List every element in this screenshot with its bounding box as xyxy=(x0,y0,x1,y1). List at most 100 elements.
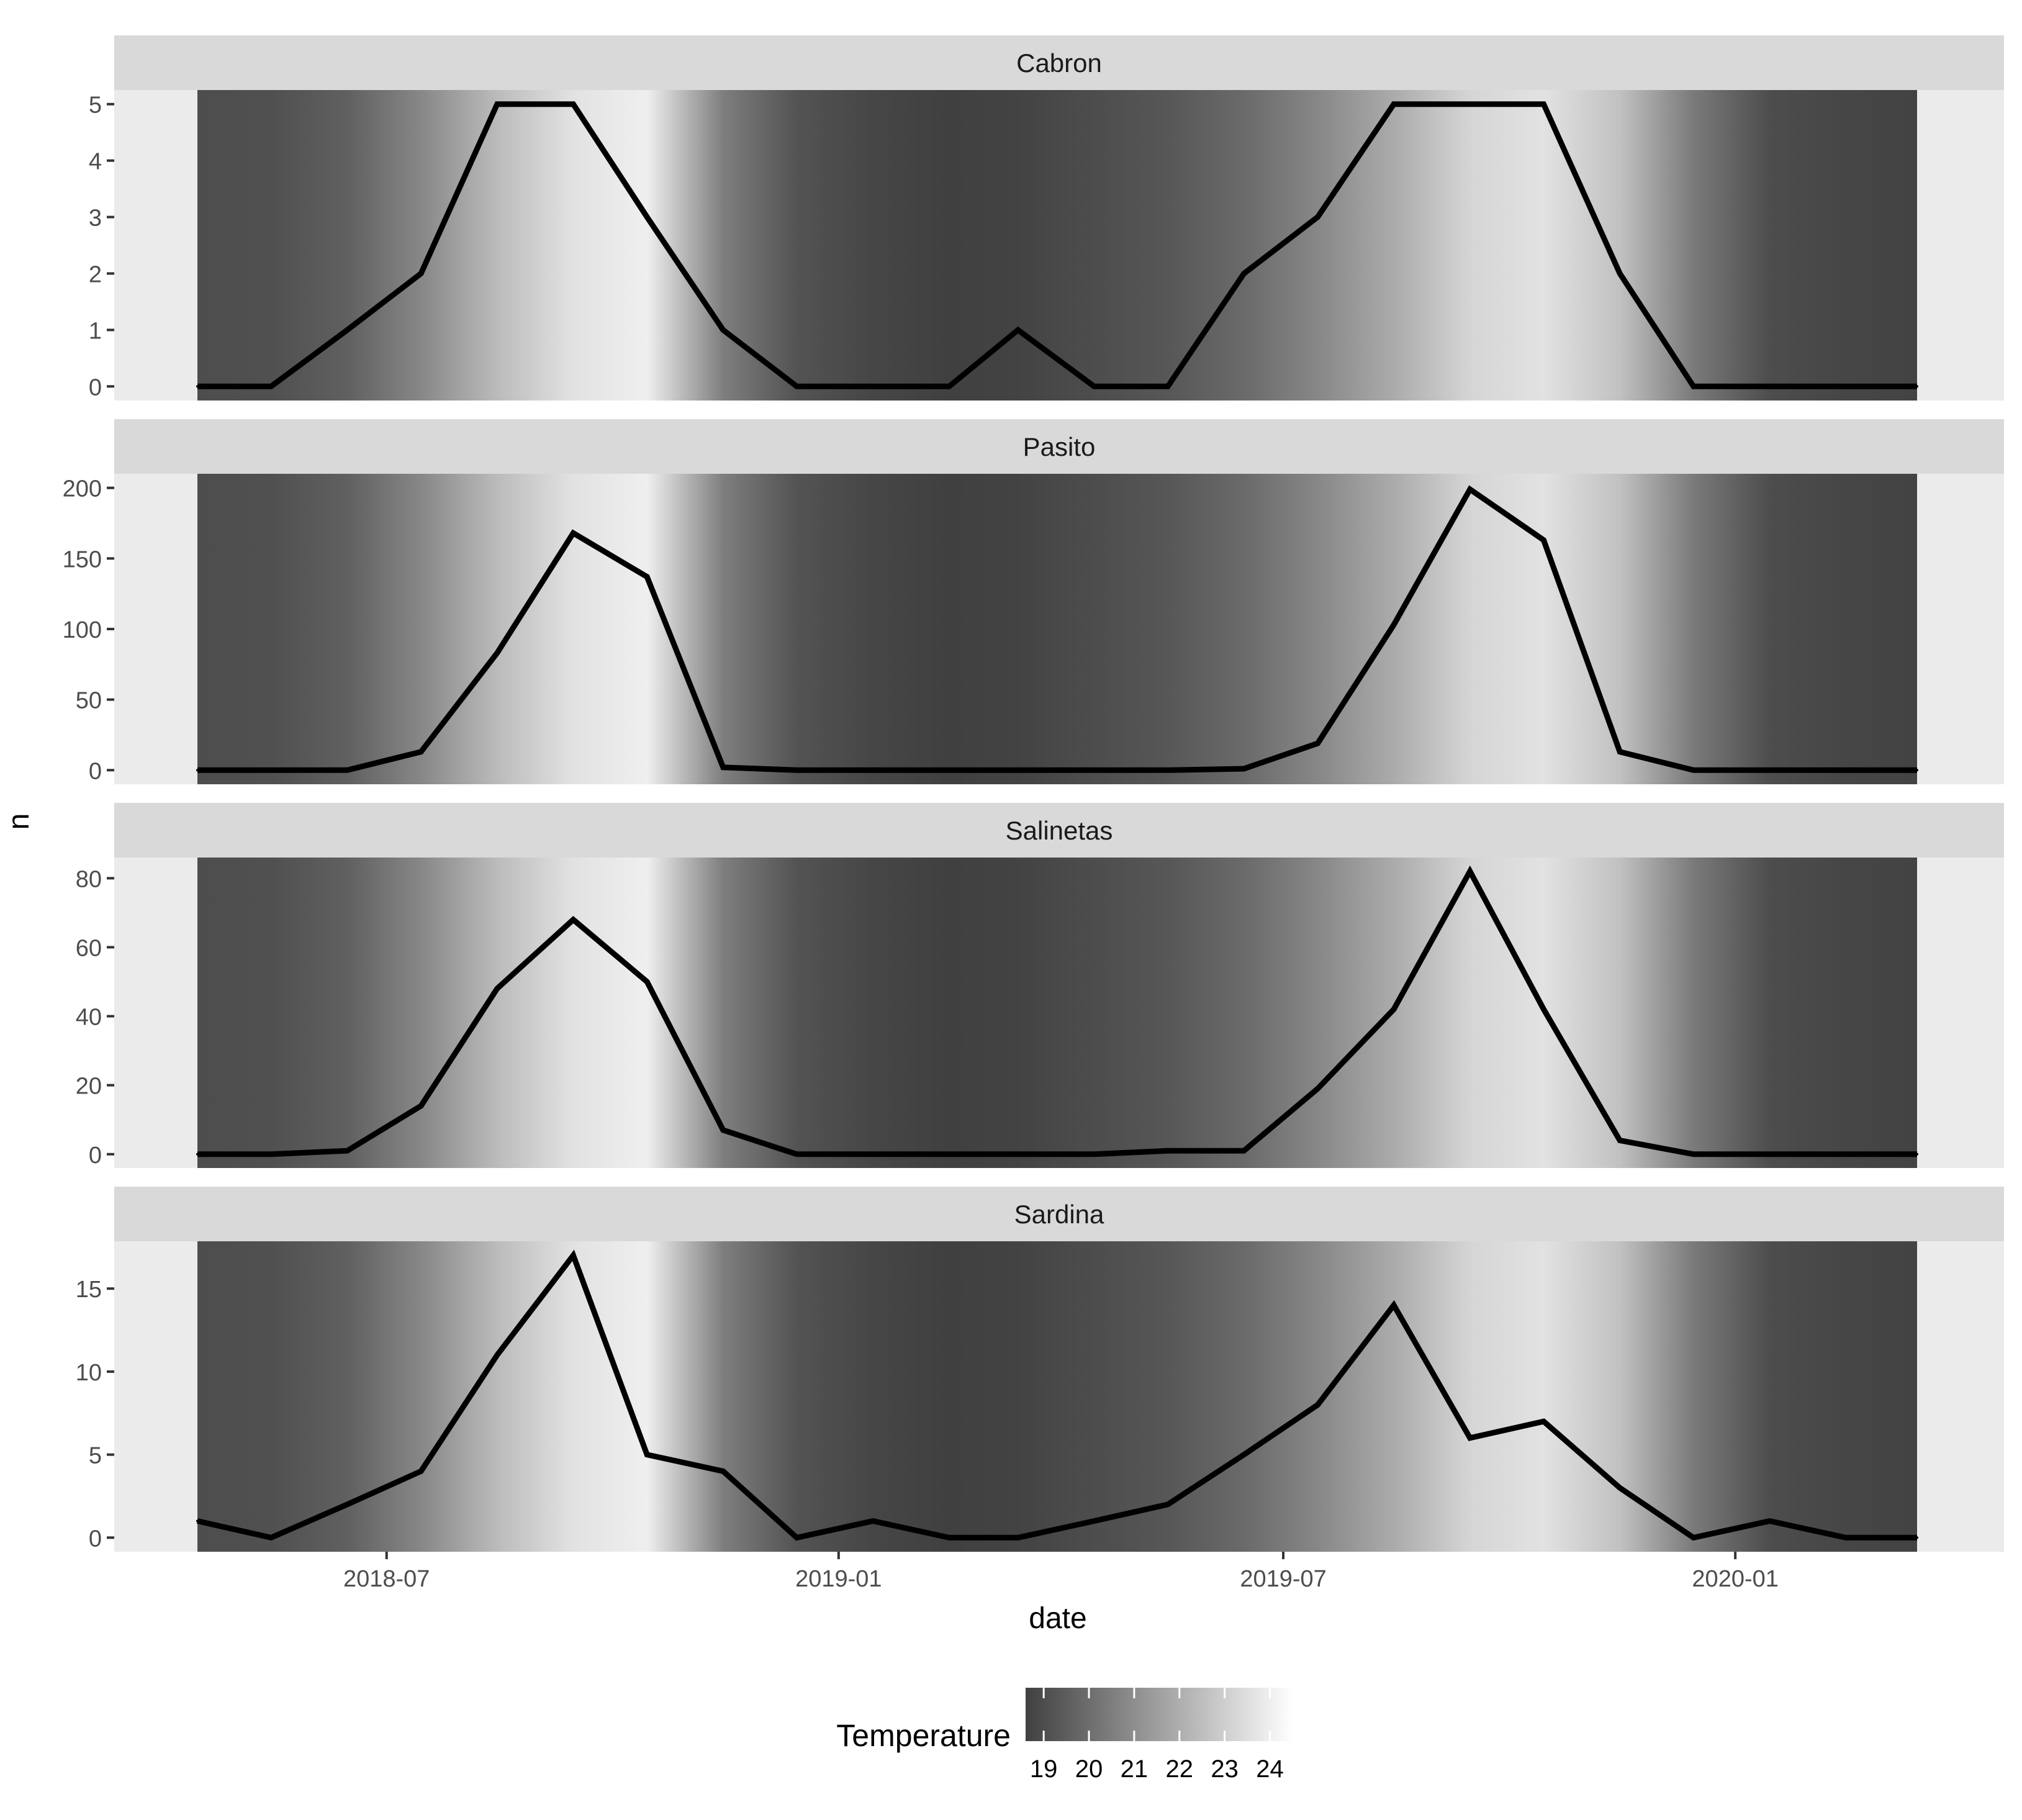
data-point xyxy=(1542,1008,1545,1011)
data-point xyxy=(420,272,423,275)
facet-strip xyxy=(114,803,2004,858)
data-point xyxy=(795,769,798,772)
data-point xyxy=(1468,102,1471,106)
y-tick-label: 1 xyxy=(89,318,102,344)
y-tick-label: 5 xyxy=(89,1443,102,1469)
data-point xyxy=(721,1128,724,1131)
y-tick-label: 0 xyxy=(89,1526,102,1552)
data-point xyxy=(1316,215,1319,219)
data-point xyxy=(872,1519,875,1523)
panel-pasito: Pasito 0 50 100 150 200 xyxy=(63,419,2004,784)
legend-tick-label: 23 xyxy=(1211,1755,1239,1783)
x-axis-title: date xyxy=(1029,1602,1086,1635)
data-point xyxy=(495,987,499,990)
data-point xyxy=(1016,1536,1019,1539)
y-tick-label: 3 xyxy=(89,206,102,232)
y-tick-label: 200 xyxy=(63,476,102,502)
x-axis: 2018-07 2019-01 2019-07 2020-01 xyxy=(343,1552,1779,1592)
data-point xyxy=(795,1536,798,1539)
legend-tick-label: 19 xyxy=(1030,1755,1058,1783)
data-point xyxy=(1016,1152,1019,1156)
y-tick-label: 60 xyxy=(76,935,102,961)
data-point xyxy=(420,1105,423,1107)
facet-panels: Cabron012345Pasito050100150200Salinetas0… xyxy=(63,35,2004,1552)
data-point xyxy=(1542,538,1545,541)
facet-strip-label: Pasito xyxy=(1023,432,1096,461)
legend-tick-label: 24 xyxy=(1256,1755,1284,1783)
data-point xyxy=(1093,1519,1096,1523)
data-point xyxy=(1692,1152,1695,1156)
data-point xyxy=(646,575,649,578)
data-point xyxy=(1167,1503,1170,1506)
count-series-line xyxy=(197,485,1917,773)
data-point xyxy=(196,385,199,388)
data-point xyxy=(1468,1436,1471,1439)
y-tick-label: 150 xyxy=(63,546,102,573)
data-point xyxy=(1242,272,1245,275)
data-point xyxy=(572,532,575,535)
data-point xyxy=(572,1254,575,1257)
data-point xyxy=(269,1152,273,1156)
data-point xyxy=(1167,385,1170,388)
data-point xyxy=(872,1152,875,1156)
data-point xyxy=(1916,1152,1918,1156)
data-point xyxy=(1618,1487,1622,1490)
data-point xyxy=(646,980,649,983)
data-point xyxy=(1468,488,1471,491)
data-point xyxy=(346,328,349,332)
data-point xyxy=(646,215,649,219)
y-tick-label: 20 xyxy=(76,1074,102,1100)
data-point xyxy=(795,1152,798,1156)
data-point xyxy=(1692,385,1695,388)
data-point xyxy=(721,766,724,769)
data-point xyxy=(1916,1536,1918,1539)
data-point xyxy=(346,1149,349,1152)
data-point xyxy=(420,750,423,753)
data-point xyxy=(1093,1152,1096,1156)
data-point xyxy=(495,651,499,654)
data-point xyxy=(795,385,798,388)
data-point xyxy=(1768,1152,1771,1156)
y-tick-label: 50 xyxy=(76,688,102,714)
data-point xyxy=(196,1519,199,1523)
legend-tick-label: 20 xyxy=(1075,1755,1103,1783)
data-point xyxy=(1692,1536,1695,1539)
data-point xyxy=(872,385,875,388)
data-point xyxy=(1618,750,1622,753)
y-tick-label: 0 xyxy=(89,758,102,784)
panel-sardina: Sardina 0 5 10 15 xyxy=(76,1187,2004,1552)
data-point xyxy=(346,769,349,772)
data-point xyxy=(196,769,199,772)
data-point xyxy=(572,102,575,106)
y-tick-label: 40 xyxy=(76,1005,102,1031)
x-tick-label: 2020-01 xyxy=(1692,1566,1778,1592)
data-point xyxy=(1016,328,1019,332)
temperature-tiles xyxy=(197,474,1917,784)
data-point xyxy=(1542,1420,1545,1423)
legend-tick-label: 22 xyxy=(1166,1755,1194,1783)
y-axis-title: n xyxy=(2,813,35,830)
legend-title: Temperature xyxy=(836,1718,1011,1753)
y-tick-label: 2 xyxy=(89,261,102,287)
data-point xyxy=(1016,769,1019,772)
data-point xyxy=(1242,1453,1245,1456)
data-point xyxy=(1768,769,1771,772)
y-tick-label: 15 xyxy=(76,1277,102,1303)
data-point xyxy=(1618,272,1622,275)
data-point xyxy=(1392,1008,1396,1011)
x-tick-label: 2019-01 xyxy=(795,1566,882,1592)
data-point xyxy=(1316,1403,1319,1406)
data-point xyxy=(1916,769,1918,772)
data-point xyxy=(1844,1536,1848,1539)
data-point xyxy=(947,1152,950,1156)
data-point xyxy=(1768,1519,1771,1523)
data-point xyxy=(1093,769,1096,772)
data-point xyxy=(1242,767,1245,770)
legend-colorbar xyxy=(1026,1688,1293,1741)
data-point xyxy=(1392,102,1396,106)
facet-strip-label: Sardina xyxy=(1014,1200,1104,1229)
data-point xyxy=(420,1470,423,1473)
data-point xyxy=(1392,1303,1396,1306)
